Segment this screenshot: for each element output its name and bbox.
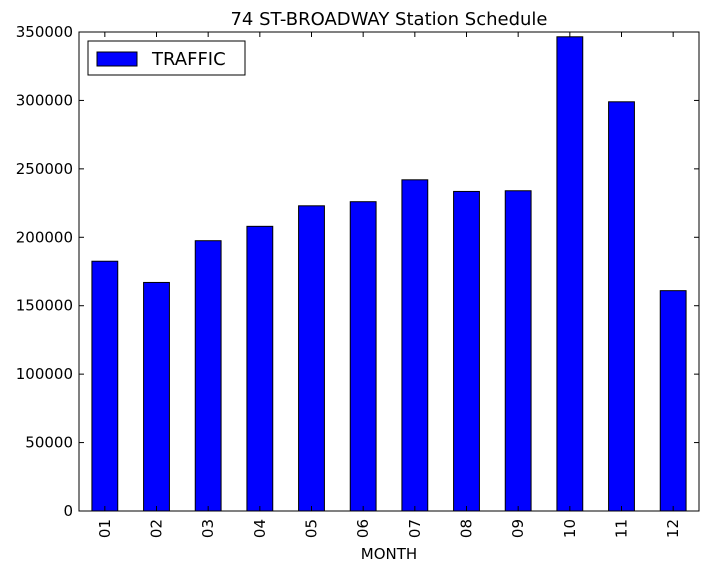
- bar-12: [659, 290, 687, 512]
- legend-swatch: [96, 51, 138, 67]
- y-ticks-group: 0 50000 100000 150000 200000 250000 300000 3500…: [16, 23, 699, 520]
- chart-title: 74 ST-BROADWAY Station Schedule: [230, 9, 547, 30]
- legend: TRAFFIC: [87, 40, 246, 76]
- bar-03: [194, 240, 222, 512]
- x-tick-label-12: 12: [664, 519, 682, 538]
- x-tick-label-06: 06: [354, 519, 372, 538]
- y-tick-label-150000: 150000: [16, 297, 73, 315]
- x-tick-label-11: 11: [613, 519, 631, 538]
- x-tick-label-04: 04: [251, 519, 269, 538]
- bar-10: [556, 36, 584, 512]
- x-ticks-group: 01 02 03 04 05 06 07 08 09 10 11 12: [96, 32, 682, 538]
- bar-04: [246, 225, 274, 512]
- x-tick-label-02: 02: [148, 519, 166, 538]
- bar-05: [298, 205, 325, 512]
- bar-07: [401, 179, 429, 512]
- x-tick-label-03: 03: [199, 519, 217, 538]
- bar-08: [453, 190, 480, 512]
- bar-11: [608, 101, 635, 512]
- y-tick-label-50000: 50000: [25, 434, 73, 452]
- x-tick-label-05: 05: [303, 519, 321, 538]
- y-tick-label-0: 0: [63, 502, 73, 520]
- bar-09: [504, 190, 532, 512]
- bar-02: [143, 281, 170, 512]
- y-tick-label-100000: 100000: [16, 365, 73, 383]
- x-tick-label-10: 10: [561, 519, 579, 538]
- x-tick-label-07: 07: [406, 519, 424, 538]
- y-tick-label-200000: 200000: [16, 228, 73, 246]
- x-tick-label-01: 01: [96, 519, 114, 538]
- x-tick-label-08: 08: [458, 519, 476, 538]
- y-tick-label-300000: 300000: [16, 91, 73, 109]
- plot-frame: [78, 31, 700, 512]
- bar-01: [91, 260, 119, 512]
- y-tick-label-250000: 250000: [16, 160, 73, 178]
- bars-group: [91, 36, 687, 512]
- legend-label: TRAFFIC: [151, 49, 226, 70]
- y-tick-label-350000: 350000: [16, 23, 73, 41]
- bar-06: [349, 201, 377, 512]
- x-tick-label-09: 09: [509, 519, 527, 538]
- x-axis-label: MONTH: [361, 545, 417, 563]
